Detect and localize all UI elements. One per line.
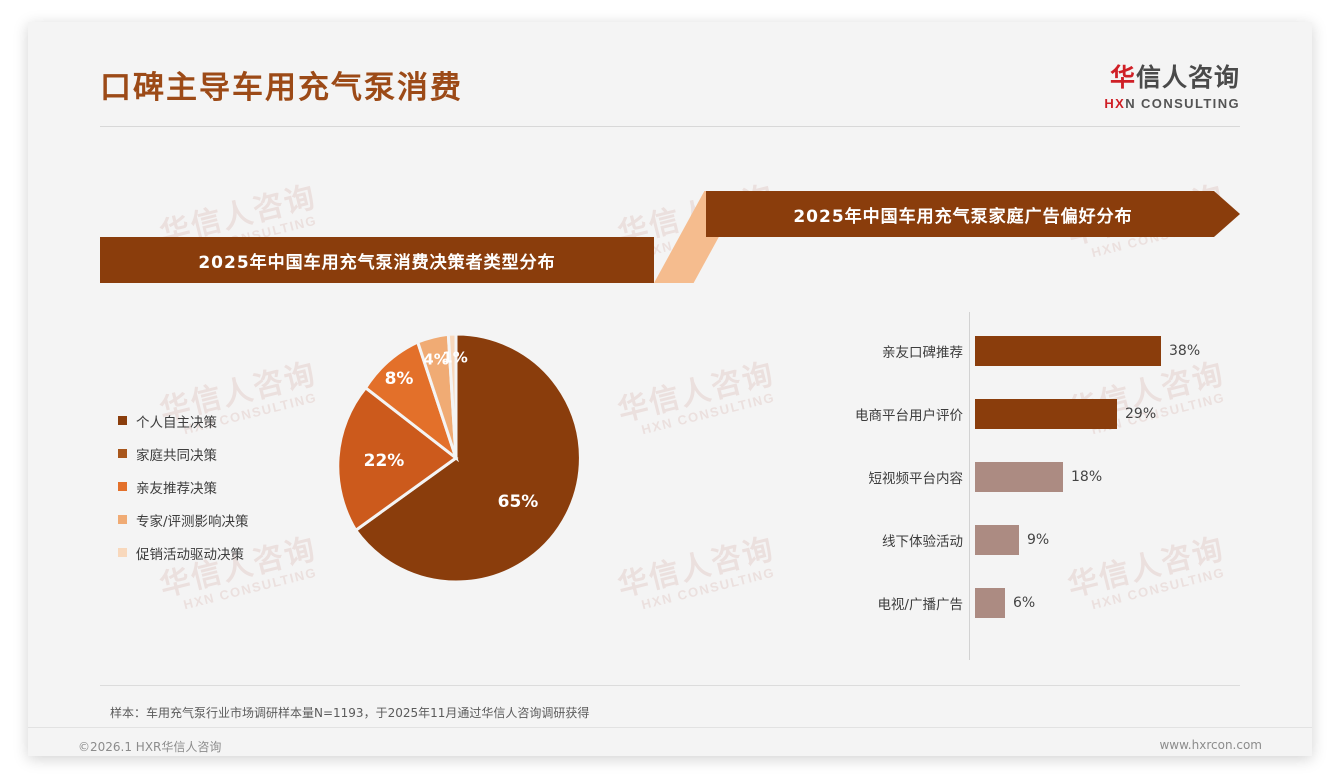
watermark-cn: 华信人咨询: [614, 532, 778, 604]
legend-item[interactable]: 亲友推荐决策: [118, 470, 318, 503]
bar-row[interactable]: 电视/广播广告 6%: [818, 588, 1258, 618]
bar-fill: [975, 399, 1117, 429]
pie-label-2: 8%: [385, 369, 414, 389]
bar-category-label: 电视/广播广告: [877, 597, 963, 613]
watermark-en: HXN CONSULTING: [181, 564, 319, 612]
pie-chart-svg: 65% 22% 8% 4% 1%: [336, 332, 582, 584]
pie-slice-0: [353, 332, 582, 584]
bar-row[interactable]: 电商平台用户评价 29%: [818, 399, 1258, 429]
bar-fill: [975, 462, 1063, 492]
banner-left: 2025年中国车用充气泵消费决策者类型分布: [100, 237, 654, 283]
slide-canvas: 华信人咨询 HXN CONSULTING 华信人咨询 HXN CONSULTIN…: [28, 22, 1312, 756]
bar-value-label: 29%: [1125, 406, 1157, 422]
pie-label-4: 1%: [442, 349, 467, 367]
bar-chart: 亲友口碑推荐 38% 电商平台用户评价 29% 短视频平台内容 18% 线下体验…: [818, 312, 1258, 662]
watermark: 华信人咨询 HXN CONSULTING: [614, 532, 781, 616]
source-divider: [100, 685, 1240, 686]
legend-item[interactable]: 个人自主决策: [118, 404, 318, 437]
legend-item-label: 个人自主决策: [136, 414, 217, 431]
watermark-en: HXN CONSULTING: [639, 389, 777, 437]
footer-divider: [28, 727, 1312, 728]
pie-slice-1: [336, 385, 459, 533]
logo-cn-rest: 信人咨询: [1135, 63, 1240, 92]
legend-item[interactable]: 专家/评测影响决策: [118, 503, 318, 536]
watermark-en: HXN CONSULTING: [639, 564, 777, 612]
page-title: 口碑主导车用充气泵消费: [100, 70, 463, 106]
bar-fill: [975, 336, 1161, 366]
bar-category-label: 亲友口碑推荐: [882, 345, 963, 361]
legend-item-label: 专家/评测影响决策: [136, 513, 249, 530]
bar-fill: [975, 588, 1005, 618]
bar-category-label: 电商平台用户评价: [855, 408, 963, 424]
logo-en-rest: N CONSULTING: [1125, 96, 1240, 111]
pie-label-3: 4%: [423, 351, 448, 369]
bar-value-label: 18%: [1071, 469, 1103, 485]
bar-category-label: 线下体验活动: [882, 534, 963, 550]
watermark-cn: 华信人咨询: [614, 357, 778, 429]
legend-swatch-icon: [118, 449, 127, 458]
bar-value-label: 38%: [1169, 343, 1201, 359]
pie-label-1: 22%: [364, 451, 405, 471]
legend-swatch-icon: [118, 515, 127, 524]
watermark: 华信人咨询 HXN CONSULTING: [614, 357, 781, 441]
legend-item[interactable]: 促销活动驱动决策: [118, 536, 318, 569]
logo-en-text: HXN CONSULTING: [1104, 96, 1240, 111]
bar-row[interactable]: 短视频平台内容 18%: [818, 462, 1258, 492]
legend-item-label: 家庭共同决策: [136, 447, 217, 464]
bar-row[interactable]: 亲友口碑推荐 38%: [818, 336, 1258, 366]
bar-row[interactable]: 线下体验活动 9%: [818, 525, 1258, 555]
legend-swatch-icon: [118, 548, 127, 557]
bar-track: 38%: [975, 336, 1258, 366]
banner-right: 2025年中国车用充气泵家庭广告偏好分布: [706, 191, 1240, 237]
pie-slices: [336, 332, 582, 584]
pie-slice-4: [446, 332, 458, 459]
legend-item-label: 亲友推荐决策: [136, 480, 217, 497]
bar-track: 29%: [975, 399, 1258, 429]
bar-fill: [975, 525, 1019, 555]
slide-header: 口碑主导车用充气泵消费 华信人咨询 HXN CONSULTING: [28, 22, 1312, 126]
banner-left-label: 2025年中国车用充气泵消费决策者类型分布: [198, 252, 556, 273]
header-divider: [100, 126, 1240, 127]
logo-cn-text: 华信人咨询: [1104, 58, 1240, 94]
source-note: 样本：车用充气泵行业市场调研样本量N=1193，于2025年11月通过华信人咨询…: [110, 706, 590, 720]
logo-hx-glyph: HX: [1104, 96, 1126, 111]
legend-swatch-icon: [118, 416, 127, 425]
bar-value-label: 9%: [1027, 532, 1050, 548]
bar-category-label: 短视频平台内容: [868, 471, 964, 487]
legend-item-label: 促销活动驱动决策: [136, 546, 244, 563]
legend-item[interactable]: 家庭共同决策: [118, 437, 318, 470]
pie-data-labels: 65% 22% 8% 4% 1%: [364, 349, 539, 513]
bar-track: 18%: [975, 462, 1258, 492]
pie-label-0: 65%: [498, 492, 539, 512]
bar-track: 9%: [975, 525, 1258, 555]
brand-logo: 华信人咨询 HXN CONSULTING: [1104, 58, 1240, 111]
bar-chart-axis-line: [969, 312, 970, 660]
bar-track: 6%: [975, 588, 1258, 618]
banner-right-label: 2025年中国车用充气泵家庭广告偏好分布: [793, 206, 1133, 227]
bar-value-label: 6%: [1013, 595, 1036, 611]
pie-chart: 65% 22% 8% 4% 1%: [328, 330, 584, 586]
logo-hua-glyph: 华: [1109, 63, 1136, 92]
pie-legend: 个人自主决策 家庭共同决策 亲友推荐决策 专家/评测影响决策 促销活动驱动决策: [118, 404, 318, 569]
copyright-text: ©2026.1 HXR华信人咨询: [78, 740, 222, 754]
legend-swatch-icon: [118, 482, 127, 491]
website-link[interactable]: www.hxrcon.com: [1159, 738, 1262, 752]
